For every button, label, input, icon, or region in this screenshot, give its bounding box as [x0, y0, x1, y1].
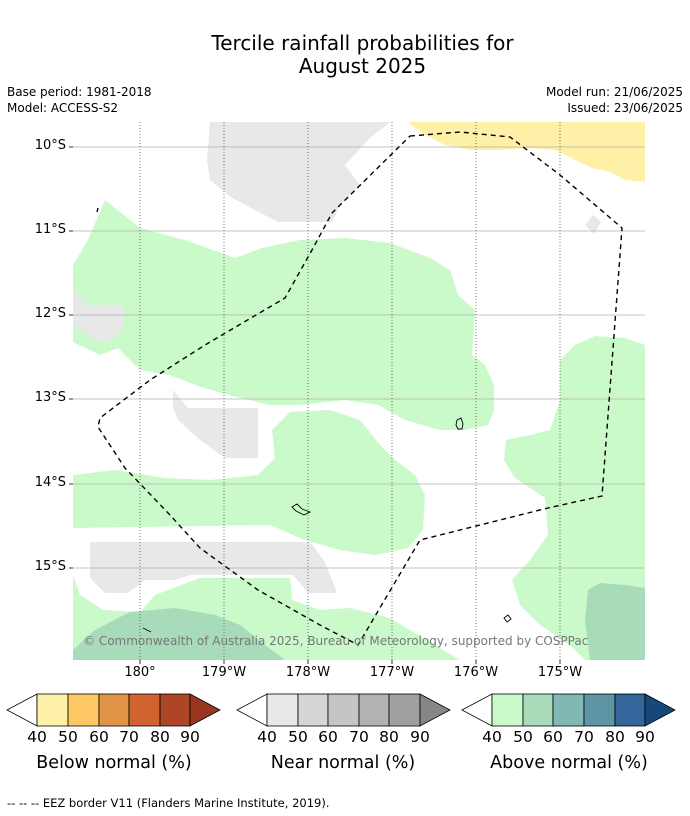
above-normal-region-south — [73, 410, 425, 555]
above-swatch-2 — [552, 693, 585, 727]
above-tick-70: 70 — [574, 728, 594, 746]
above-normal-region-east — [504, 336, 645, 660]
near-swatch-0 — [266, 693, 299, 727]
model-run: Model run: 21/06/2025 — [545, 85, 683, 99]
above-normal-label: Above normal (%) — [490, 753, 648, 773]
below-normal-label: Below normal (%) — [36, 753, 192, 773]
map-title-line1: Tercile rainfall probabilities for — [211, 31, 514, 55]
above-tick-80: 80 — [605, 728, 625, 746]
map-title-line2: August 2025 — [298, 54, 427, 78]
above-swatch-4 — [614, 693, 646, 727]
lat-label-11s: 11°S — [34, 222, 66, 237]
above-normal-region-50-southeast — [585, 583, 645, 660]
near-normal-region-west — [73, 290, 124, 342]
near-tick-90: 90 — [410, 728, 430, 746]
near-swatch-1 — [297, 693, 329, 727]
island-southeast — [503, 614, 512, 623]
map-plot-area — [73, 122, 645, 660]
lat-label-13s: 13°S — [34, 390, 66, 405]
near-tick-60: 60 — [318, 728, 338, 746]
lon-label-175w: 175°W — [537, 665, 583, 680]
island-central — [291, 503, 312, 516]
near-swatch-2 — [327, 693, 360, 727]
issued-date: Issued: 23/06/2025 — [567, 101, 683, 115]
island-east — [455, 417, 464, 430]
lon-label-178w: 178°W — [285, 665, 331, 680]
near-tick-40: 40 — [257, 728, 277, 746]
axis-ticks — [69, 146, 561, 664]
above-tick-50: 50 — [513, 728, 533, 746]
base-period: Base period: 1981-2018 — [7, 85, 152, 99]
below-swatch-3 — [128, 693, 161, 727]
colorbar-above — [461, 693, 676, 727]
below-tick-50: 50 — [58, 728, 78, 746]
near-tick-50: 50 — [288, 728, 308, 746]
below-swatch-1 — [67, 693, 100, 727]
above-tick-40: 40 — [482, 728, 502, 746]
colorbar-below — [6, 693, 221, 727]
lon-label-177w: 177°W — [369, 665, 415, 680]
near-normal-region-south — [90, 542, 337, 593]
near-normal-label: Near normal (%) — [270, 753, 416, 773]
above-normal-region-50-southwest — [73, 608, 285, 660]
near-swatch-5 — [419, 693, 451, 727]
lon-label-180: 180° — [124, 665, 156, 680]
below-tick-70: 70 — [119, 728, 139, 746]
island-southwest — [142, 627, 152, 633]
near-normal-region-central — [173, 390, 258, 458]
below-tick-90: 90 — [180, 728, 200, 746]
below-swatch-2 — [98, 693, 130, 727]
eez-border — [96, 131, 623, 646]
below-swatch-5 — [189, 693, 221, 727]
eez-footnote: -- -- -- EEZ border V11 (Flanders Marine… — [7, 796, 330, 810]
lon-label-176w: 176°W — [453, 665, 499, 680]
below-tick-40: 40 — [27, 728, 47, 746]
below-swatch-0 — [36, 693, 69, 727]
below-normal-region-northeast — [408, 122, 645, 182]
above-swatch-0 — [491, 693, 524, 727]
above-swatch-1 — [522, 693, 554, 727]
lat-label-14s: 14°S — [34, 475, 66, 490]
below-tick-80: 80 — [150, 728, 170, 746]
below-tick-60: 60 — [89, 728, 109, 746]
near-swatch-4 — [388, 693, 421, 727]
copyright-notice: © Commonwealth of Australia 2025, Bureau… — [83, 634, 588, 648]
near-normal-region-east-islet — [585, 215, 601, 234]
colorbar-near — [236, 693, 451, 727]
near-swatch-3 — [358, 693, 390, 727]
lon-label-179w: 179°W — [201, 665, 247, 680]
lat-label-10s: 10°S — [34, 138, 66, 153]
above-tick-60: 60 — [543, 728, 563, 746]
model-name: Model: ACCESS-S2 — [7, 101, 119, 115]
above-swatch-5 — [644, 693, 676, 727]
lat-label-12s: 12°S — [34, 306, 66, 321]
below-swatch-4 — [159, 693, 191, 727]
above-tick-90: 90 — [635, 728, 655, 746]
above-swatch-3 — [583, 693, 616, 727]
graticule — [73, 122, 645, 660]
lat-label-15s: 15°S — [34, 559, 66, 574]
near-tick-80: 80 — [379, 728, 399, 746]
near-tick-70: 70 — [349, 728, 369, 746]
